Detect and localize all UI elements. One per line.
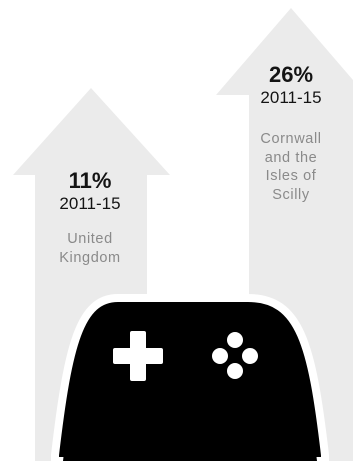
uk-region-line: Kingdom	[59, 249, 121, 266]
action-buttons-icon	[212, 332, 258, 379]
cornwall-period: 2011-15	[260, 88, 322, 107]
cornwall-region-line: Cornwall	[260, 131, 322, 147]
uk-stat: 11% 2011-15 United Kingdom	[50, 170, 130, 267]
cornwall-stat: 26% 2011-15 Cornwall and the Isles of Sc…	[246, 64, 336, 204]
cornwall-region-line: Isles of	[265, 168, 317, 185]
uk-period: 2011-15	[59, 194, 121, 213]
uk-region-line: United	[67, 231, 113, 247]
cornwall-percent: 26%	[268, 62, 314, 87]
cornwall-region-label: Cornwall and the Isles of Scilly	[246, 130, 336, 204]
uk-region-label: United Kingdom	[50, 230, 130, 267]
cornwall-region-line: Scilly	[272, 186, 310, 203]
cornwall-region-line: and the	[264, 149, 318, 166]
uk-percent: 11%	[68, 168, 112, 193]
dpad-icon	[113, 331, 163, 381]
